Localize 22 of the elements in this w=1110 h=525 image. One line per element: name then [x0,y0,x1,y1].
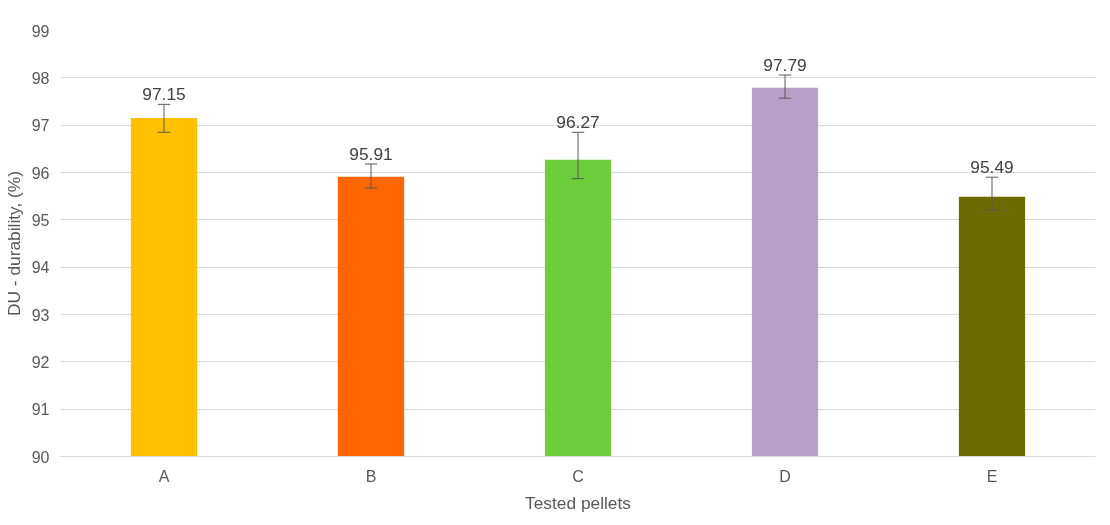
data-label: 95.49 [970,157,1014,178]
data-label: 97.79 [763,54,807,75]
y-tick-label: 95 [31,211,50,229]
x-tick-label: D [779,467,791,485]
y-tick-label: 94 [31,259,50,277]
y-tick-label: 90 [31,448,50,466]
data-label: 95.91 [349,143,393,164]
y-tick-label: 91 [31,401,50,419]
y-tick-label: 99 [31,22,50,40]
x-axis-title: Tested pellets [525,492,632,513]
y-tick-label: 97 [31,117,50,135]
y-tick-label: 93 [31,306,50,324]
y-axis-title: DU - durability, (%) [3,170,24,317]
x-tick-label: A [158,467,170,485]
x-tick-label: C [572,467,584,485]
y-tick-label: 92 [31,353,50,371]
x-tick-label: E [986,467,998,485]
x-tick-label: B [365,467,377,485]
data-label: 97.15 [142,84,186,105]
y-tick-label: 98 [31,69,50,87]
data-label: 96.27 [556,112,600,133]
y-tick-label: 96 [31,164,50,182]
